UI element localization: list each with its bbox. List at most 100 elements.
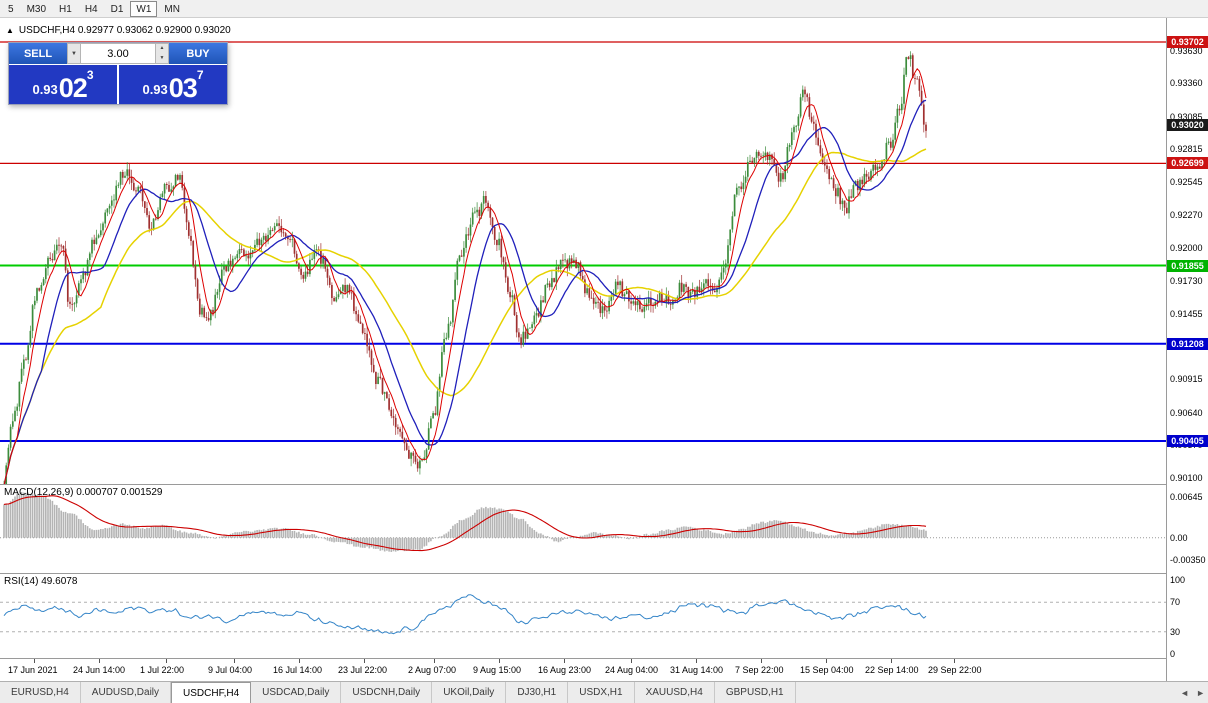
- tab-gbpusd-h1[interactable]: GBPUSD,H1: [715, 682, 796, 703]
- tab-ukoil-daily[interactable]: UKOil,Daily: [432, 682, 507, 703]
- volume-dropdown-icon[interactable]: ▼: [67, 43, 81, 64]
- price-axis-label: 0.92815: [1170, 144, 1203, 155]
- time-tick: [761, 659, 762, 663]
- price-axis-label: 0.92545: [1170, 177, 1203, 187]
- time-axis-label: 29 Sep 22:00: [928, 665, 982, 675]
- time-tick: [696, 659, 697, 663]
- macd-axis-label: 0.00645: [1170, 492, 1203, 503]
- time-axis-label: 16 Jul 14:00: [273, 665, 323, 675]
- time-axis-label: 15 Sep 04:00: [800, 665, 854, 675]
- timeframe-toolbar: 5 M30 H1 H4 D1 W1 MN: [0, 0, 1208, 18]
- rsi-line: [3, 594, 927, 635]
- time-tick: [166, 659, 167, 663]
- price-level-badge: 0.90405: [1167, 435, 1208, 448]
- time-axis-label: 2 Aug 07:00: [408, 665, 457, 675]
- bear-candle-bodies: [25, 55, 927, 469]
- tab-usdx-h1[interactable]: USDX,H1: [568, 682, 635, 703]
- volume-stepper: ▲ ▼: [155, 43, 169, 64]
- price-axis-label: 0.92000: [1170, 242, 1203, 253]
- tab-usdchf-h4[interactable]: USDCHF,H4: [171, 682, 252, 703]
- tab-scroll-left-icon[interactable]: ◄: [1180, 687, 1190, 698]
- time-axis-label: 1 Jul 22:00: [140, 665, 185, 675]
- timeframe-button-h4[interactable]: H4: [84, 3, 98, 15]
- tab-audusd-daily[interactable]: AUDUSD,Daily: [81, 682, 172, 703]
- time-tick: [564, 659, 565, 663]
- current-price-badge: 0.93020: [1167, 118, 1208, 131]
- price-axis-label: 0.91455: [1170, 308, 1203, 319]
- timeframe-button-5[interactable]: 5: [8, 3, 14, 15]
- sell-price-display[interactable]: 0.93 02 3: [9, 65, 117, 104]
- timeframe-button-w1[interactable]: W1: [130, 0, 158, 17]
- timeframe-button-mn[interactable]: MN: [164, 3, 180, 15]
- ma-fast-red-line: [3, 67, 927, 484]
- macd-indicator-pane[interactable]: [0, 485, 1166, 573]
- pane-separator[interactable]: [0, 573, 1208, 574]
- tab-scroll-right-icon[interactable]: ►: [1196, 687, 1205, 698]
- tab-scroll-buttons: ◄ ►: [1180, 682, 1205, 703]
- time-axis-label: 7 Sep 22:00: [735, 665, 784, 675]
- chart-region: ▲ USDCHF,H4 0.92977 0.93062 0.92900 0.93…: [0, 18, 1208, 681]
- time-tick: [826, 659, 827, 663]
- tab-dj30-h1[interactable]: DJ30,H1: [506, 682, 569, 703]
- time-axis-label: 16 Aug 23:00: [538, 665, 592, 675]
- macd-axis-label: 0.00: [1170, 532, 1188, 543]
- macd-histogram: [3, 492, 927, 552]
- volume-up-icon[interactable]: ▲: [159, 45, 165, 52]
- price-axis-label: 0.90915: [1170, 374, 1203, 385]
- volume-input[interactable]: 3.00: [81, 43, 155, 64]
- time-axis-label: 24 Aug 04:00: [605, 665, 659, 675]
- time-axis-label: 9 Jul 04:00: [208, 665, 253, 675]
- time-tick: [891, 659, 892, 663]
- pane-separator[interactable]: [0, 484, 1208, 485]
- time-axis-label: 17 Jun 2021: [8, 665, 58, 675]
- time-tick: [499, 659, 500, 663]
- price-axis-label: 0.90640: [1170, 407, 1203, 418]
- tab-xauusd-h4[interactable]: XAUUSD,H4: [635, 682, 715, 703]
- time-axis[interactable]: 17 Jun 2021 24 Jun 14:00 1 Jul 22:00 9 Jul …: [0, 659, 1166, 681]
- buy-price-display[interactable]: 0.93 03 7: [119, 65, 227, 104]
- chart-tab-bar: EURUSD,H4 AUDUSD,Daily USDCHF,H4 USDCAD,Dai…: [0, 681, 1208, 703]
- price-axis-label: 0.93085: [1170, 111, 1203, 122]
- tab-eurusd-h4[interactable]: EURUSD,H4: [0, 682, 81, 703]
- ma-slow-yellow-line: [3, 148, 927, 484]
- rsi-axis-label: 100: [1170, 575, 1186, 585]
- pane-separator: [0, 658, 1208, 659]
- ma-mid-blue-line: [3, 99, 927, 484]
- time-tick: [234, 659, 235, 663]
- time-tick: [99, 659, 100, 663]
- rsi-axis-label: 30: [1170, 626, 1181, 637]
- price-level-badge: 0.92699: [1167, 157, 1208, 170]
- bull-candle-bodies: [5, 55, 912, 484]
- time-axis-label: 31 Aug 14:00: [670, 665, 724, 675]
- rsi-label: RSI(14) 49.6078: [4, 576, 78, 587]
- time-tick: [631, 659, 632, 663]
- chart-ohlc-title: ▲ USDCHF,H4 0.92977 0.93062 0.92900 0.93…: [6, 25, 231, 36]
- price-axis-label: 0.93630: [1170, 45, 1203, 56]
- time-axis-label: 22 Sep 14:00: [865, 665, 919, 675]
- bear-wicks: [25, 53, 927, 472]
- tab-usdcnh-daily[interactable]: USDCNH,Daily: [341, 682, 433, 703]
- timeframe-button-d1[interactable]: D1: [110, 3, 124, 15]
- buy-button[interactable]: BUY: [169, 43, 227, 64]
- price-axis-border: [1166, 18, 1167, 681]
- ohlc-text: USDCHF,H4 0.92977 0.93062 0.92900 0.9302…: [18, 25, 231, 36]
- time-tick: [299, 659, 300, 663]
- time-axis-label: 23 Jul 22:00: [338, 665, 388, 675]
- time-axis-label: 9 Aug 15:00: [473, 665, 522, 675]
- volume-down-icon[interactable]: ▼: [159, 54, 165, 61]
- time-tick: [34, 659, 35, 663]
- tab-usdcad-daily[interactable]: USDCAD,Daily: [251, 682, 342, 703]
- timeframe-button-h1[interactable]: H1: [59, 3, 72, 15]
- price-level-badge: 0.91855: [1167, 259, 1208, 272]
- time-tick: [364, 659, 365, 663]
- macd-signal-line: [3, 495, 927, 552]
- price-axis[interactable]: 0.93630 0.93360 0.93085 0.92815 0.92545 0.922…: [1167, 18, 1208, 681]
- timeframe-button-m30[interactable]: M30: [26, 3, 47, 15]
- buy-price-big: 03: [168, 73, 198, 103]
- sell-button[interactable]: SELL: [9, 43, 67, 64]
- sell-price-main: 0.93: [32, 82, 58, 97]
- macd-label: MACD(12,26,9) 0.000707 0.001529: [4, 487, 163, 498]
- rsi-indicator-pane[interactable]: [0, 574, 1166, 658]
- price-axis-label: 0.93360: [1170, 78, 1203, 89]
